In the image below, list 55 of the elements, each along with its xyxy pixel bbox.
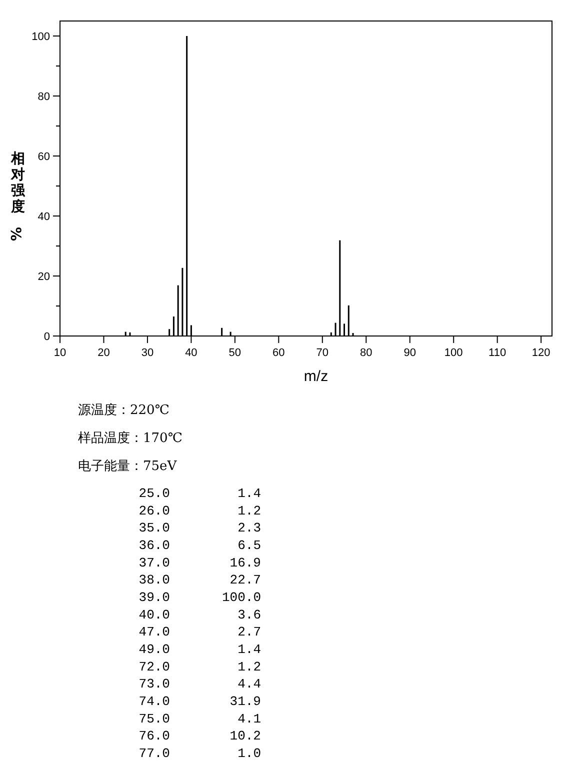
x-tick-label: 60: [272, 347, 285, 359]
text: 31.9: [230, 694, 261, 709]
x-tick-label: 20: [98, 347, 110, 359]
text: 1.2: [238, 659, 261, 674]
y-tick-label: 60: [38, 151, 50, 163]
text: 1.4: [238, 486, 262, 501]
y-tick-label: 40: [38, 211, 50, 223]
x-tick-label: 50: [228, 347, 242, 359]
text: 16.9: [230, 555, 261, 570]
text: 3.6: [238, 607, 261, 622]
text: 35.0: [138, 520, 170, 536]
text: 77.0: [138, 746, 170, 761]
y-tick-label: 100: [32, 31, 50, 43]
text: 74.0: [138, 694, 170, 709]
text: 电子能量：75eV: [78, 459, 178, 474]
text: 40.0: [138, 607, 170, 622]
text: 26.0: [138, 503, 170, 518]
x-tick-label: 30: [141, 347, 154, 359]
y-tick-label: 80: [38, 91, 50, 103]
text: 4.4: [238, 676, 262, 692]
x-tick-label: 90: [404, 347, 416, 359]
text: 1.4: [238, 642, 262, 657]
text: 36.0: [138, 538, 170, 553]
text: 4.1: [238, 711, 262, 726]
text: 72.0: [138, 659, 170, 674]
text: 100.0: [222, 590, 261, 605]
text: 39.0: [138, 590, 170, 605]
x-tick-label: 80: [360, 347, 372, 359]
text: 76.0: [138, 728, 170, 744]
text: 37.0: [138, 555, 170, 570]
text: 2.7: [238, 624, 261, 640]
text: 49.0: [138, 642, 170, 657]
text: 1.2: [238, 503, 261, 518]
text: 6.5: [238, 538, 261, 553]
text: 75.0: [138, 711, 170, 726]
text: 38.0: [138, 572, 170, 588]
text: 73.0: [138, 676, 170, 692]
text: 样品温度：170℃: [78, 430, 182, 446]
x-tick-label: 120: [532, 347, 550, 359]
text: 10.2: [230, 728, 261, 744]
x-axis-title: m/z: [304, 368, 328, 385]
text: 22.7: [230, 572, 261, 588]
x-tick-label: 100: [444, 347, 463, 359]
y-tick-label: 20: [38, 271, 50, 283]
text: 25.0: [138, 486, 170, 501]
x-tick-label: 110: [488, 347, 506, 359]
y-tick-label: 0: [44, 331, 50, 343]
x-tick-label: 70: [316, 347, 329, 359]
text: 47.0: [138, 624, 170, 640]
x-tick-label: 10: [54, 347, 66, 359]
y-axis-title: 相对强度%: [6, 151, 26, 242]
text: 2.3: [238, 520, 261, 536]
text: 源温度：220℃: [78, 402, 170, 418]
x-tick-label: 40: [185, 347, 198, 359]
text: 1.0: [238, 746, 261, 761]
